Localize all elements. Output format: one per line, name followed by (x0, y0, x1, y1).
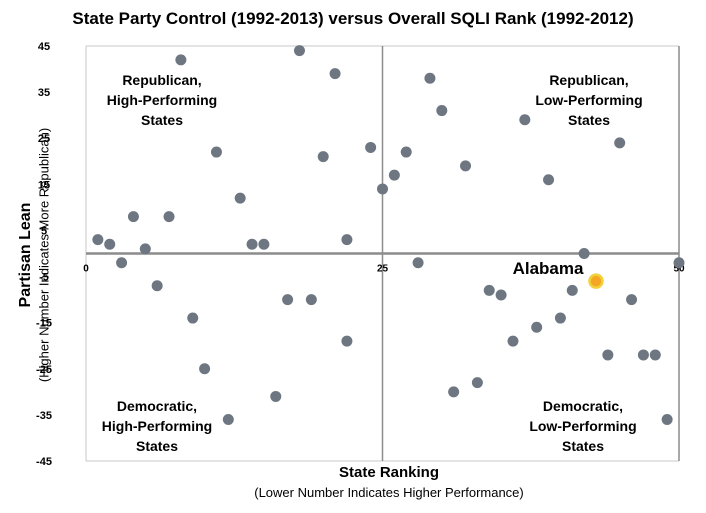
data-point (554, 312, 566, 324)
quadrant-label-republican-low: Republican, Low-Performing States (535, 72, 643, 128)
data-point (495, 289, 507, 301)
x-axis-sublabel: (Lower Number Indicates Higher Performan… (254, 485, 524, 500)
x-tick-label: 25 (377, 264, 389, 275)
data-point (317, 151, 329, 163)
data-point (187, 312, 199, 324)
data-point (400, 146, 412, 158)
data-point (341, 335, 353, 347)
data-point (151, 280, 163, 292)
data-point (365, 141, 377, 153)
data-point (483, 284, 495, 296)
data-point (270, 390, 282, 402)
quadrant-label-republican-high: Republican, High-Performing States (106, 72, 218, 128)
data-point (163, 211, 175, 223)
data-point (424, 72, 436, 84)
data-point (258, 238, 270, 250)
data-point (127, 211, 139, 223)
data-points (92, 45, 685, 425)
data-point (377, 183, 388, 195)
data-point (614, 137, 626, 149)
data-point (637, 349, 649, 361)
data-point (175, 54, 187, 66)
data-point (222, 414, 234, 425)
y-tick-label: -15 (36, 318, 52, 330)
highlight-point-alabama (588, 273, 604, 289)
data-point (92, 234, 104, 246)
data-point (507, 335, 519, 347)
data-point (673, 257, 685, 269)
data-point (460, 160, 472, 172)
data-point (293, 45, 305, 57)
quadrant-label-democratic-low: Democratic, Low-Performing States (529, 398, 637, 454)
y-tick-label: -45 (36, 456, 52, 468)
y-tick-label: -35 (36, 410, 52, 422)
chart-title: State Party Control (1992-2013) versus O… (72, 9, 634, 28)
data-point (661, 414, 673, 425)
data-point (199, 363, 211, 375)
data-point (566, 284, 578, 296)
tick-labels: 45 35 25 15 5 -5 -15 -25 -35 -45 0 25 50 (36, 41, 685, 468)
data-point (471, 377, 483, 389)
data-point (305, 294, 317, 306)
data-point (282, 294, 294, 306)
data-point (341, 234, 353, 246)
data-point (436, 105, 448, 117)
x-tick-label: 0 (83, 264, 89, 275)
data-point (448, 386, 460, 398)
y-tick-label: 5 (41, 225, 47, 237)
data-point (116, 257, 128, 269)
data-point (329, 68, 341, 80)
data-point (602, 349, 614, 361)
data-point (210, 146, 222, 158)
grid (85, 45, 680, 462)
y-tick-label: -25 (36, 364, 52, 376)
y-tick-label: -5 (39, 272, 49, 284)
x-axis-label: State Ranking (338, 464, 440, 481)
y-tick-label: 45 (38, 41, 50, 53)
data-point (626, 294, 638, 306)
y-tick-label: 35 (38, 87, 50, 99)
quadrant-label-democratic-high: Democratic, High-Performing States (101, 398, 213, 454)
data-point (412, 257, 424, 269)
data-point (578, 248, 590, 259)
y-tick-label: 15 (38, 179, 50, 191)
data-point (139, 243, 151, 255)
data-point (649, 349, 661, 361)
data-point (234, 192, 246, 204)
data-point (531, 321, 543, 333)
x-tick-label: 50 (673, 264, 685, 275)
y-tick-label: 25 (38, 133, 50, 145)
data-point (104, 238, 116, 250)
alabama-callout: Alabama (512, 259, 584, 278)
data-point (246, 238, 258, 250)
data-point (519, 114, 531, 126)
data-point (388, 169, 400, 181)
data-point (543, 174, 555, 186)
